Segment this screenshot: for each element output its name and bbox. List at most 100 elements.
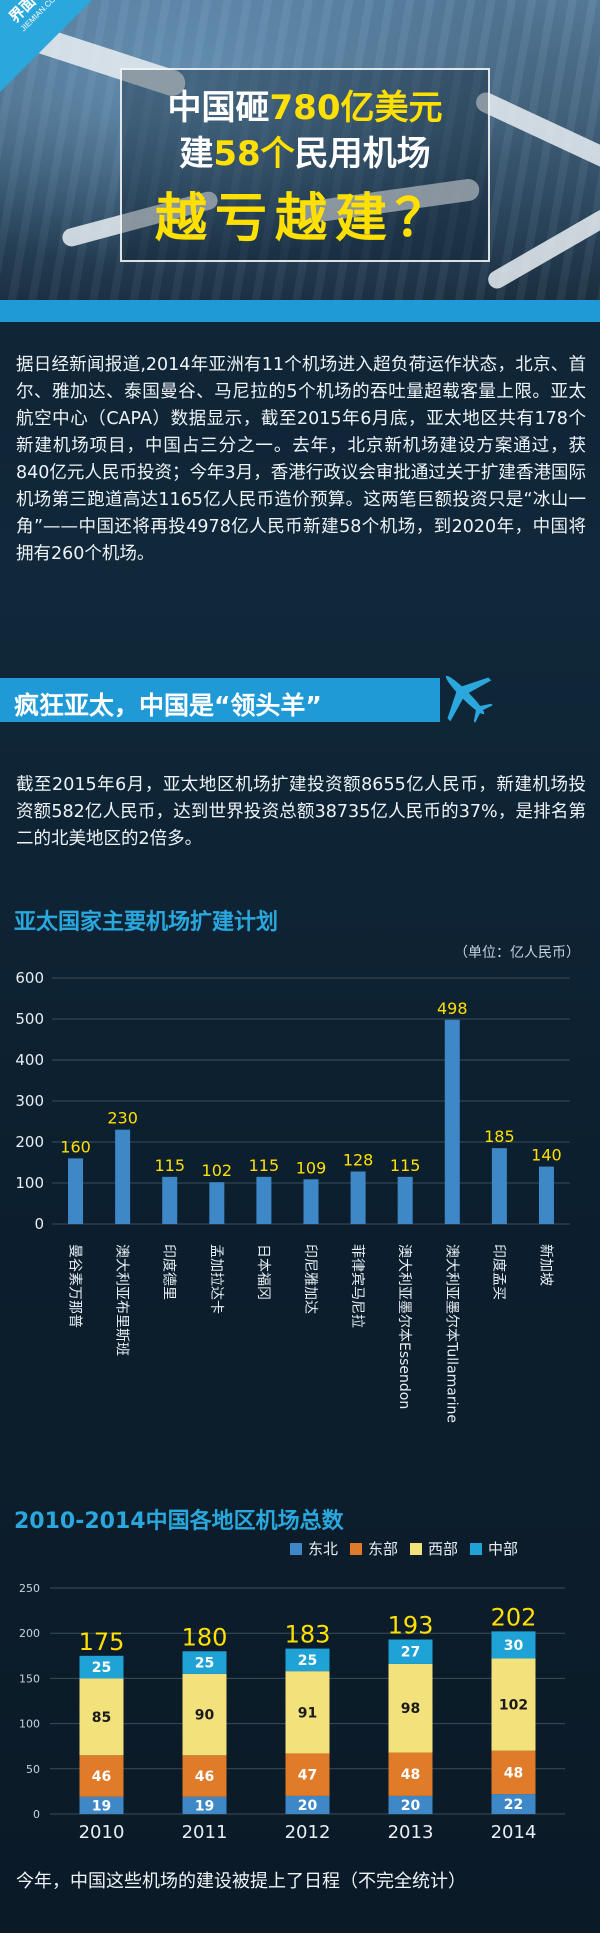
- x-tick-label: 2013: [388, 1822, 434, 1843]
- bar-value-label: 230: [107, 1109, 138, 1128]
- legend-swatch: [410, 1543, 423, 1555]
- x-tick-label: 印尼雅加达: [302, 1244, 318, 1314]
- title-line-1: 中国砸780亿美元: [122, 80, 488, 129]
- title-line-2: 建58个民用机场: [122, 126, 488, 175]
- bar-value-label: 128: [343, 1151, 374, 1170]
- bar-value-label: 109: [296, 1158, 327, 1177]
- x-tick-label: 新加坡: [537, 1244, 553, 1286]
- segment-value-label: 48: [504, 1765, 523, 1781]
- title-text: 民用机场: [294, 134, 431, 174]
- total-label: 175: [79, 1628, 125, 1656]
- segment-value-label: 30: [504, 1638, 524, 1654]
- segment-value-label: 22: [504, 1797, 523, 1813]
- y-tick-label: 250: [19, 1582, 40, 1595]
- legend-item: 东部: [350, 1538, 398, 1559]
- x-tick-label: 孟加拉达卡: [208, 1244, 224, 1314]
- total-label: 183: [285, 1621, 331, 1649]
- bar: [444, 1019, 460, 1224]
- stacked-segment: [388, 1639, 433, 1664]
- y-tick-label: 0: [33, 1808, 40, 1821]
- stacked-segment: [79, 1655, 124, 1679]
- title-text: 建: [179, 134, 214, 174]
- stacked-segment: [182, 1651, 227, 1674]
- title-box: 中国砸780亿美元 建58个民用机场 越亏越建？: [120, 68, 490, 262]
- stacked-segment: [79, 1796, 124, 1814]
- stacked-segment: [79, 1755, 124, 1797]
- stacked-segment: [491, 1631, 536, 1659]
- segment-value-label: 25: [92, 1660, 111, 1676]
- y-tick-label: 150: [19, 1672, 40, 1685]
- airplane-icon: [445, 675, 493, 723]
- legend-swatch: [470, 1543, 483, 1555]
- stacked-segment: [491, 1750, 536, 1795]
- segment-value-label: 48: [401, 1767, 420, 1783]
- chart2-title: 2010-2014中国各地区机场总数: [14, 1509, 344, 1534]
- bar-value-label: 160: [60, 1137, 91, 1156]
- y-tick-label: 400: [15, 1051, 44, 1069]
- stacked-segment: [388, 1752, 433, 1796]
- total-label: 193: [388, 1612, 434, 1640]
- segment-value-label: 25: [298, 1653, 317, 1669]
- section-banner-text: 疯狂亚太，中国是“领头羊”: [14, 691, 322, 720]
- legend-label: 东北: [308, 1540, 339, 1558]
- plane-photo-shape: [484, 206, 600, 292]
- x-tick-label: 2010: [79, 1822, 125, 1843]
- legend-item: 西部: [410, 1538, 458, 1559]
- bar-value-label: 115: [154, 1156, 185, 1175]
- bar: [397, 1176, 413, 1224]
- airport-count-stacked-chart: 0 50 100 150 200 250 19 46 85 25 175 2010 19 46 90 25 18…: [19, 1582, 565, 1843]
- legend-label: 西部: [428, 1540, 459, 1558]
- bar-value-label: 185: [484, 1127, 515, 1146]
- title-line-3: 越亏越建？: [154, 189, 455, 249]
- bar-value-label: 140: [531, 1146, 562, 1165]
- total-label: 202: [491, 1603, 537, 1631]
- bar: [350, 1171, 366, 1224]
- bar-value-label: 498: [437, 999, 468, 1018]
- y-tick-label: 500: [15, 1010, 44, 1028]
- legend-swatch: [350, 1543, 363, 1555]
- intro-paragraph: 据日经新闻报道,2014年亚洲有11个机场进入超负荷运作状态，北京、首尔、雅加达…: [16, 355, 586, 564]
- legend-swatch: [290, 1543, 302, 1555]
- segment-value-label: 46: [195, 1769, 214, 1785]
- stacked-segment: [491, 1794, 536, 1814]
- segment-value-label: 19: [195, 1798, 214, 1814]
- chart2-legend: 东北 东部 西部 中部: [290, 1538, 530, 1559]
- bar: [162, 1176, 178, 1224]
- segment-value-label: 91: [298, 1705, 317, 1721]
- x-tick-label: 澳大利亚墨尔本Tullamarine: [443, 1244, 459, 1423]
- segment-value-label: 27: [401, 1645, 420, 1661]
- x-tick-label: 日本福冈: [255, 1244, 271, 1300]
- stacked-segment: [79, 1678, 124, 1756]
- legend-item: 中部: [470, 1538, 518, 1559]
- stacked-segment: [182, 1796, 227, 1814]
- bar: [256, 1176, 272, 1224]
- y-tick-label: 300: [15, 1092, 44, 1110]
- x-tick-label: 印度德里: [161, 1244, 177, 1300]
- x-tick-label: 菲律宾马尼拉: [349, 1244, 365, 1328]
- y-tick-label: 50: [26, 1763, 40, 1776]
- bar: [538, 1166, 554, 1224]
- x-tick-label: 2014: [491, 1822, 537, 1843]
- stacked-segment: [388, 1663, 433, 1753]
- legend-label: 东部: [368, 1540, 399, 1558]
- stacked-segment: [491, 1658, 536, 1751]
- bar: [115, 1129, 131, 1224]
- segment-value-label: 19: [92, 1798, 111, 1814]
- bar: [68, 1158, 84, 1224]
- segment-value-label: 90: [195, 1708, 215, 1724]
- y-tick-label: 100: [19, 1718, 40, 1731]
- bar-value-label: 115: [390, 1156, 421, 1175]
- y-tick-label: 200: [19, 1627, 40, 1640]
- expansion-bar-chart: 0 100 200 300 400 500 600 160 曼谷素万那普 230 澳大利亚布里斯班 1…: [15, 969, 570, 1423]
- stacked-segment: [182, 1755, 227, 1797]
- chart1-title: 亚太国家主要机场扩建计划: [14, 910, 279, 935]
- x-tick-label: 印度孟买: [490, 1244, 506, 1300]
- section-banner: 疯狂亚太，中国是“领头羊”: [0, 678, 440, 722]
- x-tick-label: 澳大利亚布里斯班: [114, 1244, 130, 1356]
- stacked-segment: [388, 1795, 433, 1814]
- footer-paragraph: 今年，中国这些机场的建设被提上了日程（不完全统计）: [16, 1871, 466, 1892]
- segment-value-label: 46: [92, 1769, 111, 1785]
- bar-value-label: 102: [202, 1161, 233, 1180]
- x-tick-label: 2011: [182, 1822, 228, 1843]
- chart1-unit: （单位：亿人民币）: [454, 945, 580, 961]
